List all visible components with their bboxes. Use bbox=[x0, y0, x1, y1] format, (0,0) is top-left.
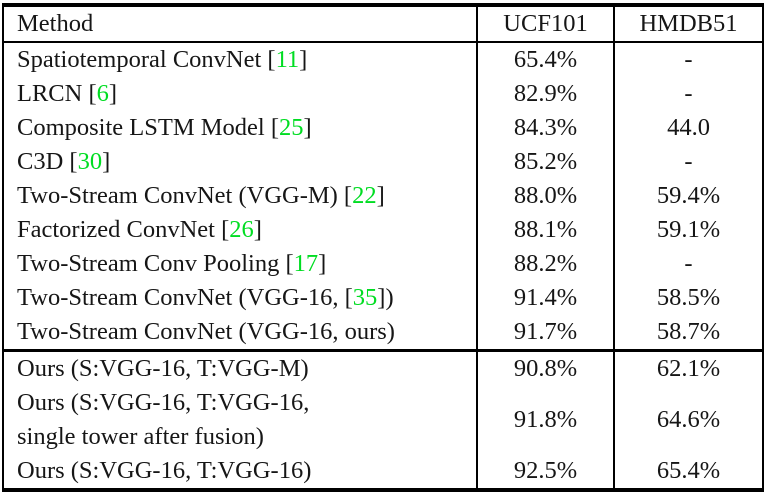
method-name: Two-Stream ConvNet (VGG-16, [ bbox=[17, 284, 353, 311]
column-header-method: Method bbox=[17, 10, 94, 37]
method-name: Composite LSTM Model [ bbox=[17, 114, 280, 141]
method-name-suffix: ] bbox=[102, 148, 111, 175]
method-name-line2: single tower after fusion) bbox=[17, 423, 264, 450]
method-name: Two-Stream ConvNet (VGG-16, ours) bbox=[17, 318, 395, 345]
hmdb51-value: - bbox=[613, 247, 763, 281]
ucf101-value: 91.4% bbox=[476, 281, 614, 315]
method-cell: Two-Stream ConvNet (VGG-16, [35]) bbox=[3, 281, 477, 315]
method-cell: LRCN [6] bbox=[3, 77, 477, 111]
method-name-suffix: ] bbox=[108, 80, 118, 107]
method-cell: Composite LSTM Model [25] bbox=[3, 111, 477, 145]
method-name-suffix: ] bbox=[253, 216, 262, 243]
table-row: Ours (S:VGG-16, T:VGG-16) 92.5% 65.4% bbox=[3, 454, 763, 490]
method-cell: C3D [30] bbox=[3, 145, 477, 179]
ucf101-value: 65.4% bbox=[476, 42, 614, 77]
table-row: Two-Stream ConvNet (VGG-16, [35]) 91.4% 58… bbox=[3, 281, 763, 315]
hmdb51-value: 59.4% bbox=[613, 179, 763, 213]
citation-link[interactable]: 30 bbox=[77, 148, 103, 175]
method-name: Ours (S:VGG-16, T:VGG-16) bbox=[17, 457, 312, 484]
table-row: Spatiotemporal ConvNet [11] 65.4% - bbox=[3, 42, 763, 77]
citation-link[interactable]: 6 bbox=[96, 80, 109, 107]
ucf101-value: 88.1% bbox=[476, 213, 614, 247]
ucf101-value: 91.7% bbox=[476, 315, 614, 351]
table-row: LRCN [6] 82.9% - bbox=[3, 77, 763, 111]
table-row: Ours (S:VGG-16, T:VGG-16, single tower af… bbox=[3, 386, 763, 454]
method-cell: Ours (S:VGG-16, T:VGG-16, single tower af… bbox=[3, 386, 477, 454]
hmdb51-value: 62.1% bbox=[613, 350, 763, 386]
table-row: Two-Stream Conv Pooling [17] 88.2% - bbox=[3, 247, 763, 281]
method-name-suffix: ] bbox=[318, 250, 327, 277]
table-body-published: Spatiotemporal ConvNet [11] 65.4% - LRCN [6… bbox=[3, 42, 763, 351]
citation-link[interactable]: 22 bbox=[352, 182, 377, 209]
ucf101-value: 91.8% bbox=[476, 386, 614, 454]
hmdb51-value: 64.6% bbox=[613, 386, 763, 454]
method-cell: Two-Stream ConvNet (VGG-M) [22] bbox=[3, 179, 477, 213]
table-body-ours: Ours (S:VGG-16, T:VGG-M) 90.8% 62.1% Ours (… bbox=[3, 350, 763, 490]
citation-link[interactable]: 25 bbox=[279, 114, 304, 141]
table-row: Two-Stream ConvNet (VGG-M) [22] 88.0% 59.4… bbox=[3, 179, 763, 213]
ucf101-value: 92.5% bbox=[476, 454, 614, 490]
hmdb51-value: 58.7% bbox=[613, 315, 763, 351]
citation-link[interactable]: 26 bbox=[229, 216, 254, 243]
method-name-suffix: ] bbox=[303, 114, 312, 141]
ucf101-value: 90.8% bbox=[476, 350, 614, 386]
citation-link[interactable]: 17 bbox=[293, 250, 319, 277]
hmdb51-value: 59.1% bbox=[613, 213, 763, 247]
column-header-ucf101: UCF101 bbox=[476, 5, 614, 42]
table-row: C3D [30] 85.2% - bbox=[3, 145, 763, 179]
hmdb51-value: 58.5% bbox=[613, 281, 763, 315]
method-cell: Ours (S:VGG-16, T:VGG-16) bbox=[3, 454, 477, 490]
ucf101-value: 88.2% bbox=[476, 247, 614, 281]
method-cell: Two-Stream ConvNet (VGG-16, ours) bbox=[3, 315, 477, 351]
table-row: Factorized ConvNet [26] 88.1% 59.1% bbox=[3, 213, 763, 247]
method-name: Two-Stream Conv Pooling [ bbox=[17, 250, 294, 277]
ucf101-value: 85.2% bbox=[476, 145, 614, 179]
method-cell: Ours (S:VGG-16, T:VGG-M) bbox=[3, 351, 477, 387]
table-row: Ours (S:VGG-16, T:VGG-M) 90.8% 62.1% bbox=[3, 350, 763, 387]
table-header-row: Method UCF101 HMDB51 bbox=[3, 5, 763, 42]
table-row: Two-Stream ConvNet (VGG-16, ours) 91.7% 58… bbox=[3, 315, 763, 351]
method-cell: Factorized ConvNet [26] bbox=[3, 213, 477, 247]
hmdb51-value: 44.0 bbox=[613, 111, 763, 145]
hmdb51-value: - bbox=[613, 145, 763, 179]
ucf101-value: 82.9% bbox=[476, 77, 614, 111]
table-header: Method UCF101 HMDB51 bbox=[3, 5, 763, 42]
method-name: Ours (S:VGG-16, T:VGG-16, bbox=[17, 389, 310, 416]
method-name-suffix: ] bbox=[376, 182, 385, 209]
method-cell: Two-Stream Conv Pooling [17] bbox=[3, 247, 477, 281]
hmdb51-value: 65.4% bbox=[613, 454, 763, 490]
ucf101-value: 84.3% bbox=[476, 111, 614, 145]
method-name: Spatiotemporal ConvNet [ bbox=[17, 46, 276, 73]
method-name: C3D [ bbox=[17, 148, 78, 175]
citation-link[interactable]: 11 bbox=[275, 46, 300, 73]
method-name: Ours (S:VGG-16, T:VGG-M) bbox=[17, 355, 309, 382]
method-cell: Spatiotemporal ConvNet [11] bbox=[3, 42, 477, 77]
method-name: LRCN [ bbox=[17, 80, 97, 107]
method-name-suffix: ] bbox=[299, 46, 308, 73]
ucf101-value: 88.0% bbox=[476, 179, 614, 213]
hmdb51-value: - bbox=[613, 42, 763, 77]
column-header-hmdb51: HMDB51 bbox=[613, 5, 763, 42]
table-row: Composite LSTM Model [25] 84.3% 44.0 bbox=[3, 111, 763, 145]
method-name: Two-Stream ConvNet (VGG-M) [ bbox=[17, 182, 353, 209]
hmdb51-value: - bbox=[613, 77, 763, 111]
results-table-container: Method UCF101 HMDB51 Spatiotemporal Conv… bbox=[2, 3, 764, 492]
citation-link[interactable]: 35 bbox=[352, 284, 378, 311]
method-name-suffix: ]) bbox=[377, 284, 394, 311]
method-name: Factorized ConvNet [ bbox=[17, 216, 230, 243]
results-table: Method UCF101 HMDB51 Spatiotemporal Conv… bbox=[2, 3, 764, 492]
